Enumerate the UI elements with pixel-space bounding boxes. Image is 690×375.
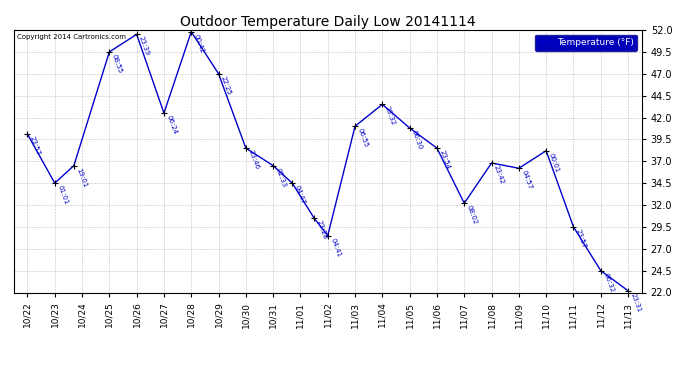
- Text: 23:57: 23:57: [29, 135, 41, 156]
- Text: Copyright 2014 Cartronics.com: Copyright 2014 Cartronics.com: [17, 34, 126, 40]
- Text: 06:32: 06:32: [602, 272, 615, 293]
- Text: 23:39: 23:39: [138, 36, 150, 57]
- Text: 06:24: 06:24: [166, 114, 178, 135]
- Text: 04:41: 04:41: [329, 237, 342, 258]
- Text: 23:54: 23:54: [438, 150, 451, 170]
- Text: 19:01: 19:01: [75, 167, 88, 188]
- Legend: Temperature (°F): Temperature (°F): [535, 34, 637, 51]
- Text: 04:47: 04:47: [294, 184, 306, 206]
- Text: 23:46: 23:46: [247, 150, 259, 171]
- Title: Outdoor Temperature Daily Low 20141114: Outdoor Temperature Daily Low 20141114: [180, 15, 475, 29]
- Text: 08:55: 08:55: [110, 53, 124, 74]
- Text: 00:42: 00:42: [193, 33, 205, 54]
- Text: 23:57: 23:57: [575, 228, 587, 249]
- Text: 04:57: 04:57: [520, 170, 533, 190]
- Text: 22:25: 22:25: [220, 75, 233, 96]
- Text: 08:02: 08:02: [466, 205, 478, 226]
- Text: 23:32: 23:32: [384, 106, 396, 127]
- Text: 00:01: 00:01: [548, 152, 560, 173]
- Text: 01:01: 01:01: [56, 184, 69, 206]
- Text: 06:30: 06:30: [411, 129, 424, 151]
- Text: 23:28: 23:28: [315, 219, 328, 240]
- Text: 23:42: 23:42: [493, 164, 505, 185]
- Text: 02:33: 02:33: [275, 167, 287, 188]
- Text: 23:31: 23:31: [629, 292, 642, 313]
- Text: 06:55: 06:55: [357, 128, 369, 148]
